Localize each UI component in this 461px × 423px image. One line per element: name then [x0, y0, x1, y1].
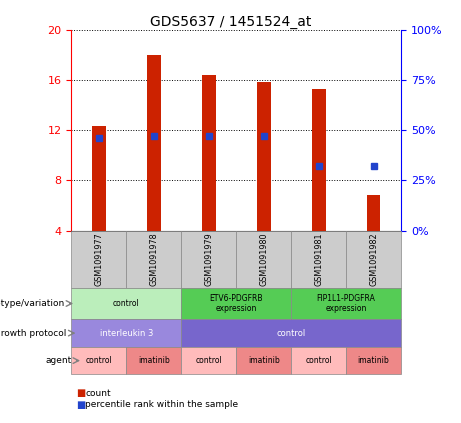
Text: genotype/variation: genotype/variation — [0, 299, 65, 308]
Text: GSM1091981: GSM1091981 — [314, 232, 323, 286]
Text: GSM1091978: GSM1091978 — [149, 232, 159, 286]
Text: ■: ■ — [76, 388, 85, 398]
Text: control: control — [113, 299, 140, 308]
Text: ■: ■ — [76, 400, 85, 410]
Text: growth protocol: growth protocol — [0, 329, 67, 338]
Bar — [147, 55, 161, 231]
Text: control: control — [305, 356, 332, 365]
Text: FIP1L1-PDGFRA
expression: FIP1L1-PDGFRA expression — [317, 294, 376, 313]
Text: imatinib: imatinib — [248, 356, 280, 365]
Text: count: count — [85, 389, 111, 398]
Text: imatinib: imatinib — [358, 356, 390, 365]
Text: ETV6-PDGFRB
expression: ETV6-PDGFRB expression — [209, 294, 263, 313]
Text: GSM1091980: GSM1091980 — [259, 232, 268, 286]
Text: control: control — [277, 329, 306, 338]
Text: control: control — [86, 356, 112, 365]
Text: GSM1091982: GSM1091982 — [369, 232, 378, 286]
Bar — [257, 82, 271, 231]
Text: imatinib: imatinib — [138, 356, 170, 365]
Text: control: control — [195, 356, 222, 365]
Text: agent: agent — [45, 356, 71, 365]
Text: GDS5637 / 1451524_at: GDS5637 / 1451524_at — [150, 15, 311, 29]
Text: interleukin 3: interleukin 3 — [100, 329, 153, 338]
Bar — [202, 75, 216, 231]
Bar — [367, 195, 380, 231]
Bar — [92, 126, 106, 231]
Text: GSM1091979: GSM1091979 — [204, 232, 213, 286]
Text: GSM1091977: GSM1091977 — [95, 232, 103, 286]
Text: percentile rank within the sample: percentile rank within the sample — [85, 400, 238, 409]
Bar — [312, 89, 325, 231]
